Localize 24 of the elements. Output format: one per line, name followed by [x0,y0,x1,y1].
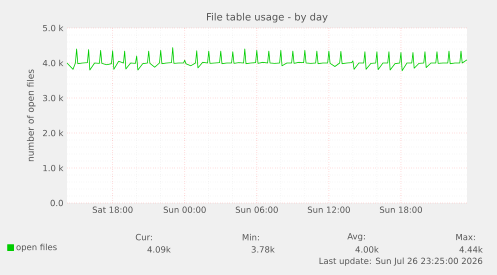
text: Cur: [136,234,152,240]
text: Avg: [347,233,365,242]
x-tick-label: Sun 00:00 [164,206,206,213]
y-tick-label: 3.0 k [43,94,64,102]
y-tick-label: 2.0 k [43,130,64,136]
x-tick-label: Sun 12:00 [308,206,350,213]
x-tick-label: Sun 18:00 [380,206,422,213]
text: Last update: Sun Jul 26 23:25:00 2026 [320,258,482,266]
y-tick-label: 4.0 k [42,60,64,66]
chart-title: File table usage - by day [207,12,328,23]
text: 4.09k [147,246,171,253]
y-tick-label: 0.0 [50,200,63,206]
y-tick-label: 1.0 k [43,164,64,172]
text: 4.00k [355,246,379,253]
y-axis-title: number of open files [26,69,36,162]
y-tick-label: 5.0 k [43,24,64,32]
text: 4.44k [459,246,483,253]
legend-label: open files [16,244,57,252]
line-series [66,47,468,72]
text: Min: [242,234,259,240]
text: 3.78k [252,246,275,253]
text: Max: [456,234,475,240]
x-tick-label: Sat 18:00 [92,206,133,213]
x-tick-label: Sun 06:00 [236,206,278,213]
